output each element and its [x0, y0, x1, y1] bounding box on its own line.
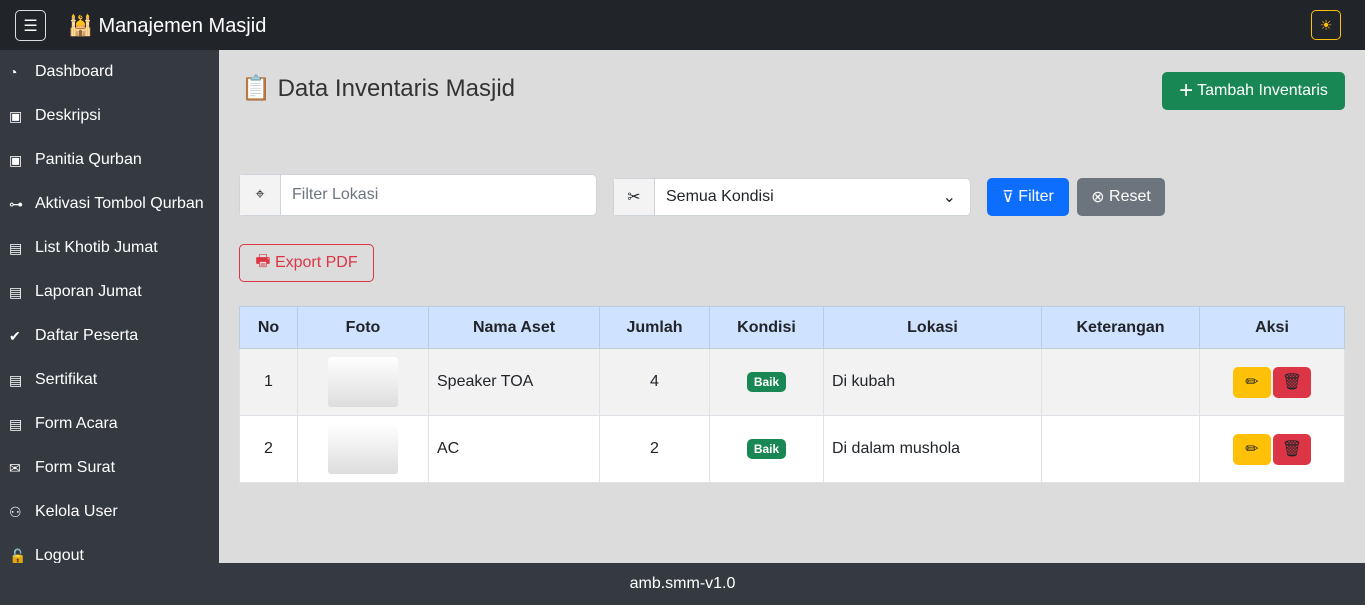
printer-icon: 🖶 — [255, 252, 271, 270]
x-circle-icon: ⊗ — [1091, 189, 1105, 206]
sidebar: ◔ Dashboard ▣ Deskripsi ▣ Panitia Qurban ⊶ Akti… — [0, 50, 219, 605]
asset-photo — [328, 424, 398, 474]
column-header: No — [239, 306, 298, 349]
theme-toggle-button[interactable]: ☀ — [1311, 10, 1341, 40]
column-header: Aksi — [1199, 306, 1345, 349]
pencil-icon: ✏ — [1245, 374, 1259, 391]
sidebar-icon: ▣ — [9, 107, 23, 124]
sidebar-icon: ⚇ — [9, 503, 22, 520]
sidebar-item-kelola-user[interactable]: ⚇ Kelola User — [9, 503, 118, 520]
column-header: Jumlah — [599, 306, 710, 349]
reset-button[interactable]: ⊗ Reset — [1077, 178, 1165, 216]
mosque-icon: 🕌 — [68, 15, 93, 37]
table-row: 2 AC 2 Baik Di dalam mushola ✏ 🗑 — [239, 415, 1345, 483]
column-header: Lokasi — [823, 306, 1042, 349]
sidebar-icon: 🔓 — [9, 547, 27, 564]
sidebar-icon: ✉ — [9, 459, 21, 476]
sidebar-item-sertifikat[interactable]: ▤ Sertifikat — [9, 371, 98, 388]
sidebar-item-form-surat[interactable]: ✉ Form Surat — [9, 459, 116, 476]
sidebar-icon: ✔ — [9, 327, 21, 344]
edit-button[interactable]: ✏ — [1233, 433, 1271, 465]
trash-icon: 🗑 — [1281, 441, 1303, 458]
edit-button[interactable]: ✏ — [1233, 366, 1271, 398]
status-badge: Baik — [746, 372, 787, 392]
sidebar-item-form-acara[interactable]: ▤ Form Acara — [9, 415, 118, 432]
add-inventory-button[interactable]: + Tambah Inventaris — [1162, 72, 1345, 110]
sidebar-item-deskripsi[interactable]: ▣ Deskripsi — [9, 107, 101, 124]
condition-filter-group: ✂ Semua Kondisi ⌄ — [613, 178, 971, 216]
sidebar-item-laporan-jumat[interactable]: ▤ Laporan Jumat — [9, 283, 142, 300]
delete-button[interactable]: 🗑 — [1273, 366, 1311, 398]
location-filter-input[interactable]: Filter Lokasi — [292, 186, 379, 203]
sidebar-item-aktivasi-tombol-qurban[interactable]: ⊶ Aktivasi Tombol Qurban — [9, 195, 204, 212]
condition-select[interactable]: Semua Kondisi ⌄ — [666, 188, 956, 206]
app-title[interactable]: 🕌 Manajemen Masjid — [68, 15, 267, 37]
filter-button[interactable]: ⊽ Filter — [987, 178, 1069, 216]
funnel-icon: ⊽ — [1002, 189, 1014, 206]
delete-button[interactable]: 🗑 — [1273, 433, 1311, 465]
asset-photo — [328, 357, 398, 407]
inventory-table: No Foto Nama Aset Jumlah Kondisi Lokasi Ketera… — [239, 306, 1345, 483]
sidebar-icon: ⊶ — [9, 195, 23, 212]
export-pdf-button[interactable]: 🖶 Export PDF — [239, 244, 374, 282]
sidebar-item-daftar-peserta[interactable]: ✔ Daftar Peserta — [9, 327, 139, 344]
sidebar-icon: ◔ — [9, 64, 18, 80]
clipboard-icon: 📋 — [241, 75, 271, 102]
hamburger-icon: ☰ — [23, 17, 38, 35]
column-header: Foto — [297, 306, 429, 349]
sidebar-icon: ▤ — [9, 371, 23, 388]
page-title: 📋 Data Inventaris Masjid — [241, 75, 515, 102]
trash-icon: 🗑 — [1281, 374, 1303, 391]
column-header: Kondisi — [709, 306, 824, 349]
tools-icon: ✂ — [614, 179, 655, 215]
top-navbar: ☰ 🕌 Manajemen Masjid ☀ — [0, 0, 1365, 50]
column-header: Nama Aset — [428, 306, 600, 349]
sidebar-icon: ▣ — [9, 151, 23, 168]
location-pin-icon: ⌖ — [240, 175, 281, 215]
table-row: 1 Speaker TOA 4 Baik Di kubah ✏ 🗑 — [239, 348, 1345, 416]
location-filter-group: ⌖ Filter Lokasi — [239, 174, 597, 216]
main-content: 📋 Data Inventaris Masjid + Tambah Inventa… — [219, 50, 1365, 563]
sidebar-item-dashboard[interactable]: ◔ Dashboard — [9, 63, 114, 80]
sidebar-icon: ▤ — [9, 415, 23, 432]
plus-icon: + — [1179, 77, 1194, 104]
status-badge: Baik — [746, 439, 787, 459]
column-header: Keterangan — [1041, 306, 1200, 349]
sun-icon: ☀ — [1319, 16, 1333, 33]
chevron-down-icon: ⌄ — [942, 189, 956, 206]
pencil-icon: ✏ — [1245, 441, 1259, 458]
footer: amb.smm-v1.0 — [0, 563, 1365, 605]
menu-toggle-button[interactable]: ☰ — [15, 10, 46, 41]
sidebar-icon: ▤ — [9, 283, 23, 300]
sidebar-item-list-khotib-jumat[interactable]: ▤ List Khotib Jumat — [9, 239, 158, 256]
sidebar-icon: ▤ — [9, 239, 23, 256]
sidebar-item-logout[interactable]: 🔓 Logout — [9, 547, 84, 564]
sidebar-item-panitia-qurban[interactable]: ▣ Panitia Qurban — [9, 151, 142, 168]
